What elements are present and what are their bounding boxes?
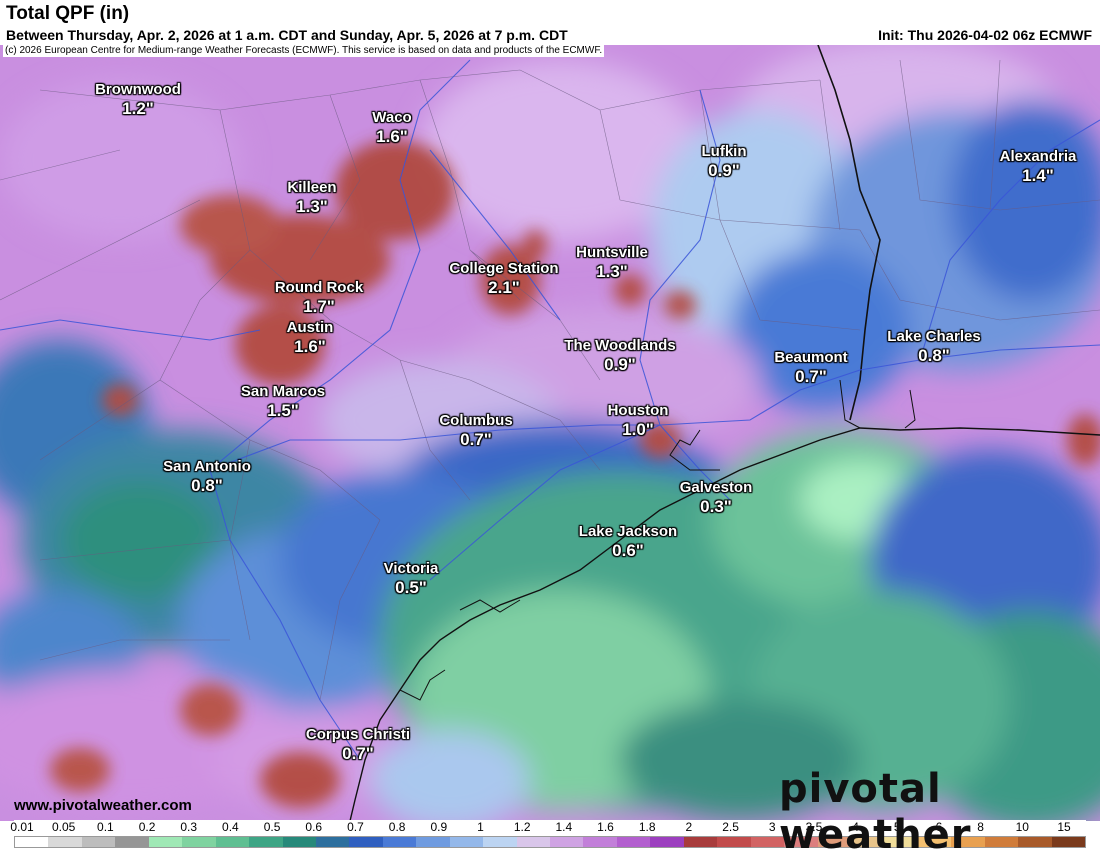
legend-tick-label: 1.2: [513, 820, 531, 834]
legend-swatch: [115, 837, 149, 847]
copyright-notice: (c) 2026 European Centre for Medium-rang…: [3, 45, 605, 57]
legend-tick-label: 0.01: [10, 820, 34, 834]
city-label-san-antonio: San Antonio 0.8": [163, 458, 251, 495]
legend-tick-label: 2: [685, 820, 693, 834]
legend-tick-label: 0.7: [347, 820, 364, 834]
legend-swatch: [650, 837, 684, 847]
city-label-lake-charles: Lake Charles 0.8": [887, 328, 981, 365]
legend-tick-label: 0.1: [97, 820, 114, 834]
legend-swatch: [215, 837, 250, 847]
city-label-college-station: College Station 2.1": [449, 260, 559, 297]
legend-swatch: [249, 837, 283, 847]
city-label-round-rock: Round Rock 1.7": [274, 279, 364, 316]
header-bar: Total QPF (in) Between Thursday, Apr. 2,…: [0, 0, 1100, 45]
city-label-the-woodlands: The Woodlands 0.9": [564, 337, 676, 374]
city-label-houston: Houston 1.0": [607, 402, 669, 439]
legend-tick-label: 1.4: [555, 820, 573, 834]
legend-swatch: [449, 837, 484, 847]
legend-swatch: [951, 837, 985, 847]
legend-tick-label: 1.8: [638, 820, 656, 834]
city-label-killeen: Killeen 1.3": [287, 179, 337, 216]
legend-swatch: [917, 837, 952, 847]
valid-period: Between Thursday, Apr. 2, 2026 at 1 a.m.…: [6, 27, 568, 43]
legend-tick-label: 0.9: [430, 820, 448, 834]
city-label-columbus: Columbus 0.7": [439, 412, 513, 449]
legend-tick-label: 3: [768, 820, 776, 834]
city-label-alexandria: Alexandria 1.4": [999, 148, 1077, 185]
legend-swatch: [182, 837, 216, 847]
legend-tick-label: 0.2: [138, 820, 156, 834]
legend-swatch: [750, 837, 785, 847]
legend-swatch: [616, 837, 651, 847]
legend-swatch: [817, 837, 851, 847]
city-label-brownwood: Brownwood 1.2": [95, 81, 181, 118]
website-link[interactable]: www.pivotalweather.com: [14, 797, 192, 814]
legend-tick-label: 1: [477, 820, 484, 834]
legend-swatch: [15, 837, 49, 847]
legend-tick-label: 0.05: [51, 820, 76, 834]
legend-swatch: [850, 837, 885, 847]
city-label-galveston: Galveston 0.3": [679, 479, 753, 516]
legend-swatch: [148, 837, 183, 847]
legend-swatch: [784, 837, 818, 847]
legend-swatch: [984, 837, 1019, 847]
legend-swatch: [349, 837, 383, 847]
legend-swatch: [1018, 837, 1052, 847]
city-label-victoria: Victoria 0.5": [383, 560, 439, 597]
legend-swatch: [717, 837, 751, 847]
legend-swatch: [884, 837, 918, 847]
city-label-lake-jackson: Lake Jackson 0.6": [578, 523, 678, 560]
legend-swatch: [683, 837, 718, 847]
legend-tick-label: 8: [977, 820, 984, 834]
city-label-san-marcos: San Marcos 1.5": [240, 383, 326, 420]
legend-tick-label: 0.8: [388, 820, 406, 834]
legend-tick-label: 10: [1015, 820, 1029, 834]
legend-swatch: [315, 837, 350, 847]
model-init: Init: Thu 2026-04-02 06z ECMWF: [878, 27, 1092, 43]
legend-swatch: [416, 837, 450, 847]
legend-tick-label: 4: [852, 820, 859, 834]
color-legend: 0.01 0.05 0.1 0.2 0.3 0.4 0.5 0.6 0.7 0.8 0.9 1 1.2 1…: [10, 820, 1086, 850]
legend-tick-label: 0.3: [180, 820, 198, 834]
legend-tick-label: 5: [893, 820, 901, 834]
pivotal-weather-logo: pivotal weather: [779, 766, 972, 858]
legend-tick-label: 15: [1057, 820, 1071, 834]
city-label-austin: Austin 1.6": [286, 319, 334, 356]
legend-tick-label: 0.4: [222, 820, 239, 834]
city-label-lufkin: Lufkin 0.9": [701, 143, 747, 180]
qpf-map[interactable]: Brownwood 1.2" Waco 1.6" Lufkin 0.9" Alexan…: [0, 45, 1100, 821]
legend-swatch: [382, 837, 417, 847]
legend-tick-label: 6: [935, 820, 943, 834]
legend-swatch: [48, 837, 82, 847]
legend-tick-label: 0.5: [263, 820, 281, 834]
legend-swatch: [81, 837, 116, 847]
city-label-huntsville: Huntsville 1.3": [576, 244, 648, 281]
legend-swatch: [483, 837, 517, 847]
legend-swatch: [550, 837, 584, 847]
legend-tick-label: 0.6: [305, 820, 323, 834]
map-title: Total QPF (in): [6, 3, 130, 24]
city-label-corpus-christi: Corpus Christi 0.7": [305, 726, 411, 763]
legend-tick-label: 1.6: [597, 820, 614, 834]
legend-color-bar: [14, 836, 1086, 848]
legend-tick-label: 2.5: [722, 820, 739, 834]
legend-swatch: [516, 837, 550, 847]
legend-swatch: [282, 837, 316, 847]
city-label-beaumont: Beaumont 0.7": [774, 349, 848, 386]
city-label-waco: Waco 1.6": [372, 109, 412, 146]
legend-swatch: [1051, 837, 1085, 847]
map-canvas: [0, 45, 1100, 821]
legend-tick-label: 3.5: [805, 820, 823, 834]
legend-swatch: [583, 837, 617, 847]
